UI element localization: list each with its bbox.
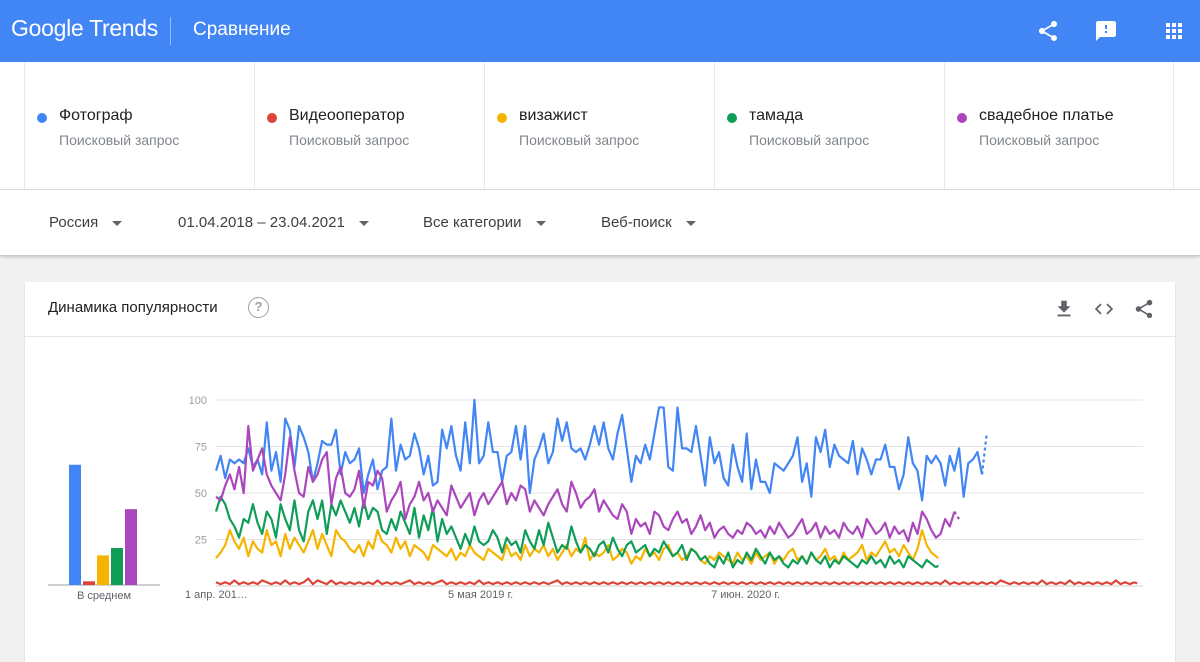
term-item[interactable]: визажист Поисковый запрос [484, 62, 714, 190]
term-kind: Поисковый запрос [979, 132, 1100, 148]
app-header: Google Trends Сравнение [0, 0, 1200, 62]
term-kind: Поисковый запрос [59, 132, 180, 148]
chevron-down-icon [358, 220, 369, 226]
date-range-value: 01.04.2018 – 23.04.2021 [178, 214, 345, 231]
term-label: свадебное платье [979, 107, 1114, 124]
term-item[interactable]: тамада Поисковый запрос [714, 62, 944, 190]
region-value: Россия [49, 214, 99, 231]
help-icon[interactable]: ? [248, 297, 269, 318]
google-trends-logo[interactable]: Google Trends [11, 15, 158, 42]
logo-trends-text: Trends [89, 15, 158, 41]
chevron-down-icon [685, 220, 696, 226]
page-title: Сравнение [193, 19, 291, 40]
term-color-dot [497, 113, 507, 123]
chevron-down-icon [535, 220, 546, 226]
date-range-dropdown[interactable]: 01.04.2018 – 23.04.2021 [178, 214, 369, 231]
card-header: Динамика популярности ? [25, 282, 1175, 337]
term-label: тамада [749, 107, 804, 124]
card-title: Динамика популярности [48, 299, 218, 316]
average-label: В среднем [76, 590, 132, 602]
term-item[interactable]: Фотограф Поисковый запрос [24, 62, 254, 190]
term-kind: Поисковый запрос [519, 132, 640, 148]
term-label: визажист [519, 107, 588, 124]
embed-icon[interactable] [1093, 298, 1115, 320]
download-icon[interactable] [1053, 298, 1075, 320]
term-label: Фотограф [59, 107, 133, 124]
search-type-dropdown[interactable]: Веб-поиск [601, 214, 696, 231]
share-icon[interactable] [1036, 19, 1060, 43]
header-divider [170, 17, 171, 45]
term-kind: Поисковый запрос [749, 132, 870, 148]
category-value: Все категории [423, 214, 522, 231]
term-color-dot [957, 113, 967, 123]
apps-icon[interactable] [1162, 19, 1186, 43]
term-kind: Поисковый запрос [289, 132, 410, 148]
term-color-dot [267, 113, 277, 123]
term-item[interactable]: Видеооператор Поисковый запрос [254, 62, 484, 190]
logo-google-text: Google [11, 15, 84, 41]
comparison-terms: Фотограф Поисковый запрос Видеооператор … [0, 62, 1200, 190]
chevron-down-icon [112, 220, 123, 226]
region-dropdown[interactable]: Россия [49, 214, 123, 231]
interest-over-time-card: Динамика популярности ? [25, 282, 1175, 662]
term-item[interactable]: свадебное платье Поисковый запрос [944, 62, 1174, 190]
search-type-value: Веб-поиск [601, 214, 672, 231]
filter-bar: Россия 01.04.2018 – 23.04.2021 Все катег… [0, 190, 1200, 255]
share-icon[interactable] [1133, 298, 1155, 320]
term-color-dot [37, 113, 47, 123]
term-color-dot [727, 113, 737, 123]
term-label: Видеооператор [289, 107, 405, 124]
feedback-icon[interactable] [1094, 19, 1118, 43]
category-dropdown[interactable]: Все категории [423, 214, 546, 231]
